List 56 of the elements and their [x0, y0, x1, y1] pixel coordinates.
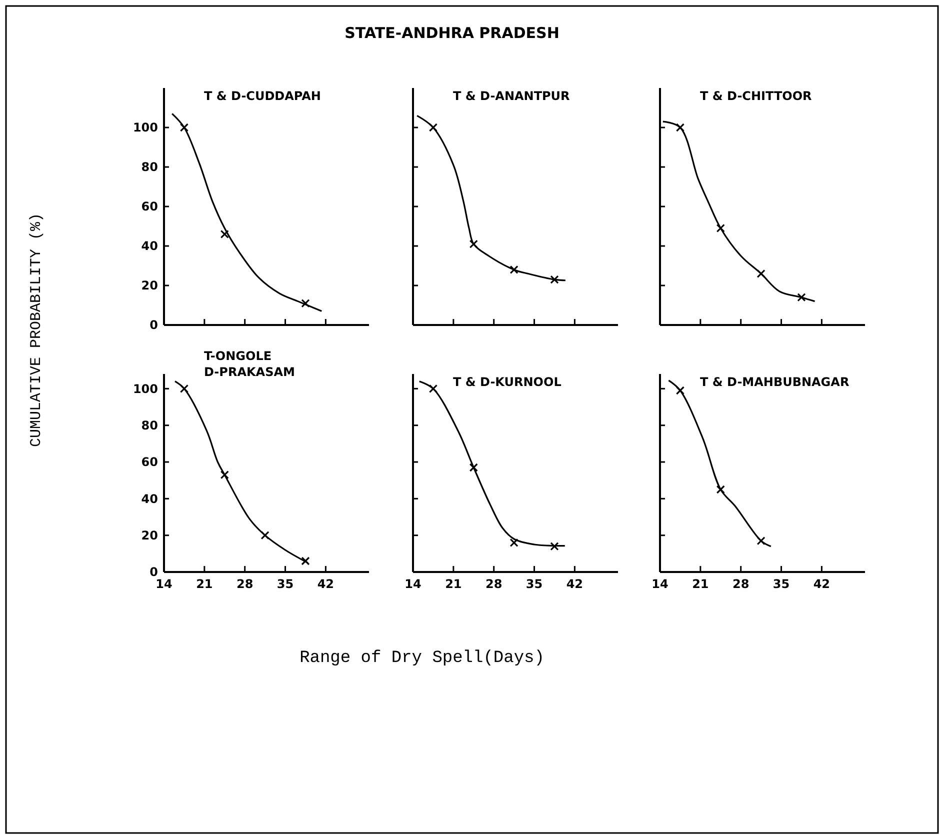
chart-title: T & D-MAHBUBNAGAR [700, 375, 850, 389]
y-tick-label: 100 [132, 120, 158, 135]
x-tick-label: 28 [732, 577, 750, 591]
point [469, 240, 478, 248]
point [301, 556, 310, 566]
text: STATE-ANDHRA PRADESH [344, 24, 560, 42]
x-axis-title: Range of Dry Spell(Days) [300, 649, 544, 668]
point [220, 470, 229, 480]
point [260, 531, 270, 540]
point [676, 123, 685, 132]
x-tick-label: 35 [772, 577, 790, 591]
point [220, 230, 229, 238]
y-axis-title: CUMULATIVE PROBABILITY (%) [28, 212, 45, 448]
x-tick-label: 42 [813, 577, 830, 591]
x-tick-label: 21 [445, 577, 462, 591]
chart-title: T & D-CUDDAPAH [204, 89, 321, 103]
chart-title: T & D-ANANTPUR [453, 89, 570, 103]
y-tick-label: 0 [150, 318, 158, 332]
y-tick-label: 60 [141, 200, 158, 214]
point [469, 463, 478, 472]
x-tick-label: 14 [156, 577, 172, 591]
point [301, 298, 310, 308]
point [550, 542, 559, 551]
y-tick-label: 100 [132, 382, 158, 396]
x-tick-label: 21 [196, 577, 213, 591]
y-tick-label: 80 [141, 160, 158, 174]
point [550, 275, 559, 284]
x-tick-label: 42 [566, 577, 584, 591]
y-tick-label: 20 [141, 528, 158, 543]
y-tick-label: 20 [141, 278, 158, 293]
y-tick-label: 60 [141, 455, 158, 470]
y-tick-label: 0 [150, 565, 158, 580]
x-tick-label: 35 [276, 577, 294, 591]
point [428, 384, 438, 393]
x-tick-label: 42 [317, 577, 334, 591]
chart-title: T & D-CHITTOOR [700, 89, 812, 103]
line-series [171, 112, 322, 312]
x-tick-label: 28 [485, 577, 502, 591]
point [428, 123, 438, 132]
chart-title: T-ONGOLE D-PRAKASAM [204, 349, 295, 379]
x-tick-label: 35 [526, 577, 543, 591]
point [510, 265, 518, 274]
x-tick-label: 14 [404, 577, 422, 591]
point [510, 538, 518, 547]
point [716, 224, 725, 233]
y-tick-label: 40 [141, 239, 158, 254]
point [797, 293, 806, 302]
y-tick-label: 40 [141, 492, 158, 506]
point [180, 123, 189, 132]
x-tick-label: 14 [652, 577, 668, 591]
chart-title: T & D-KURNOOL [453, 375, 562, 389]
x-tick-label: 28 [236, 577, 254, 591]
y-tick-label: 80 [141, 418, 158, 433]
x-tick-label: 21 [692, 577, 709, 591]
point [180, 384, 189, 393]
point [756, 269, 766, 278]
